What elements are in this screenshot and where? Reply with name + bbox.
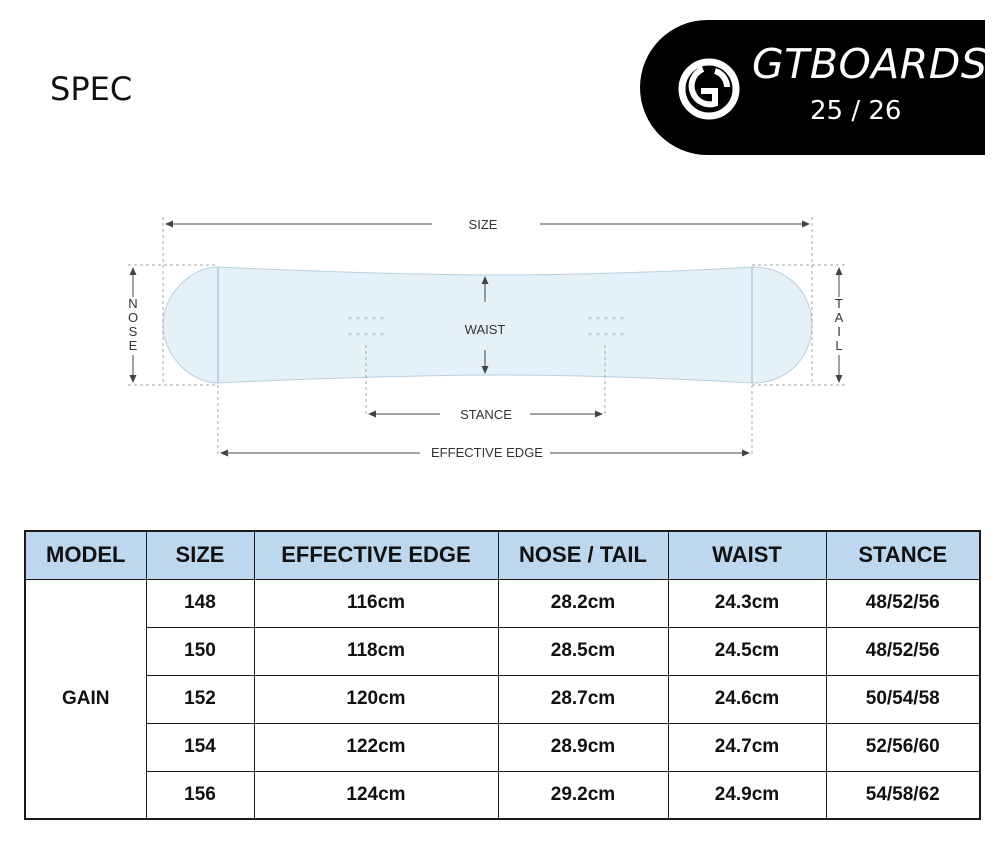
size-cell: 150	[145, 626, 255, 676]
column-header-waist: WAIST	[667, 530, 827, 580]
stance-cell: 48/52/56	[825, 626, 981, 676]
size-cell: 148	[145, 578, 255, 628]
nose-tail-cell: 28.2cm	[497, 578, 669, 628]
effective-edge-cell: 116cm	[253, 578, 499, 628]
table-row: 150 118cm 28.5cm 24.5cm 48/52/56	[25, 626, 981, 676]
column-header-effective-edge: EFFECTIVE EDGE	[253, 530, 499, 580]
effective-edge-cell: 124cm	[253, 770, 499, 820]
table-row: GAIN 148 116cm 28.2cm 24.3cm 48/52/56	[24, 578, 981, 820]
stance-cell: 50/54/58	[825, 674, 981, 724]
effective-edge-cell: 122cm	[253, 722, 499, 772]
column-header-stance: STANCE	[825, 530, 981, 580]
column-header-nose-tail: NOSE / TAIL	[497, 530, 669, 580]
spec-table: MODEL SIZE EFFECTIVE EDGE NOSE / TAIL WA…	[24, 530, 981, 820]
stance-label: STANCE	[460, 407, 512, 422]
brand-badge: GTBOARDS 25 / 26	[640, 20, 988, 155]
table-header-row: MODEL SIZE EFFECTIVE EDGE NOSE / TAIL WA…	[24, 530, 981, 580]
waist-cell: 24.9cm	[667, 770, 827, 820]
waist-cell: 24.6cm	[667, 674, 827, 724]
effective-edge-label: EFFECTIVE EDGE	[431, 445, 543, 460]
size-cell: 154	[145, 722, 255, 772]
waist-cell: 24.3cm	[667, 578, 827, 628]
column-header-size: SIZE	[145, 530, 255, 580]
nose-tail-cell: 28.9cm	[497, 722, 669, 772]
waist-cell: 24.7cm	[667, 722, 827, 772]
effective-edge-cell: 118cm	[253, 626, 499, 676]
size-cell: 152	[145, 674, 255, 724]
waist-cell: 24.5cm	[667, 626, 827, 676]
waist-label: WAIST	[465, 322, 506, 337]
stance-cell: 54/58/62	[825, 770, 981, 820]
effective-edge-cell: 120cm	[253, 674, 499, 724]
model-cell: GAIN	[24, 578, 147, 820]
right-binding-inserts	[588, 316, 624, 336]
size-cell: 156	[145, 770, 255, 820]
size-label: SIZE	[469, 217, 498, 232]
table-row: 156 124cm 29.2cm 24.9cm 54/58/62	[25, 770, 981, 820]
page-title: SPEC	[50, 70, 133, 108]
left-binding-inserts	[348, 316, 384, 336]
stance-cell: 48/52/56	[825, 578, 981, 628]
table-row: 154 122cm 28.9cm 24.7cm 52/56/60	[25, 722, 981, 772]
gtboards-logo-icon	[678, 58, 740, 120]
column-header-model: MODEL	[24, 530, 147, 580]
brand-name: GTBOARDS	[752, 40, 988, 88]
brand-season: 25 / 26	[810, 96, 902, 126]
nose-tail-cell: 28.5cm	[497, 626, 669, 676]
stance-cell: 52/56/60	[825, 722, 981, 772]
nose-tail-cell: 28.7cm	[497, 674, 669, 724]
nose-tail-cell: 29.2cm	[497, 770, 669, 820]
table-row: 152 120cm 28.7cm 24.6cm 50/54/58	[25, 674, 981, 724]
